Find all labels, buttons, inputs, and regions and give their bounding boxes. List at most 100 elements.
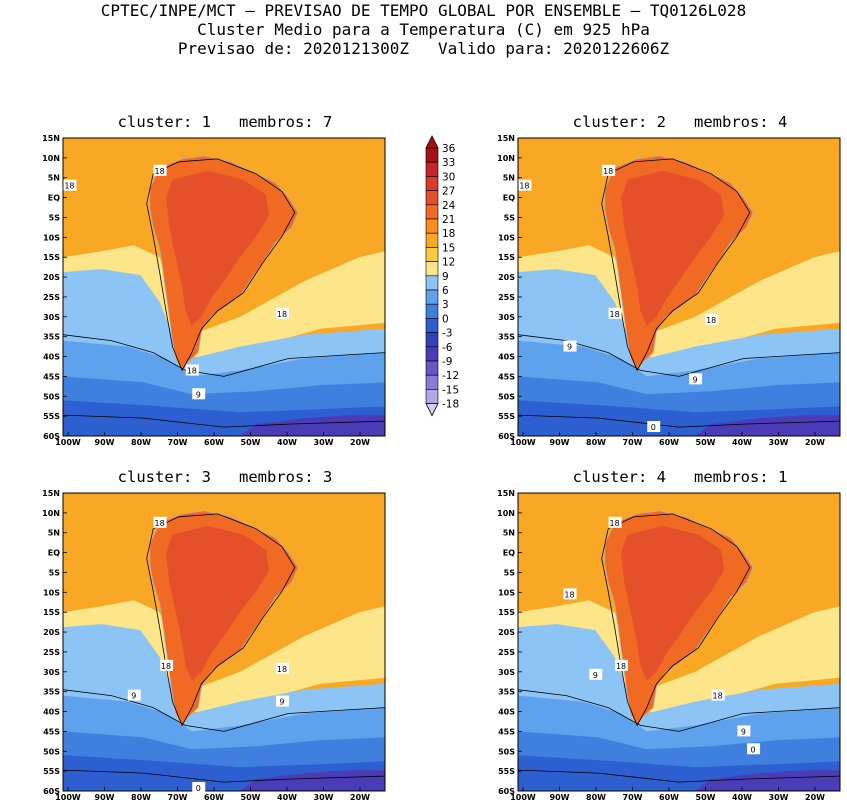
isotherm-9: [62, 689, 386, 732]
lon-label: 80W: [131, 793, 151, 802]
colorbar-label: 3: [442, 299, 449, 311]
coastline: [149, 155, 299, 372]
colorbar-swatch: [425, 303, 439, 319]
colorbar-swatch: [425, 190, 439, 206]
lat-label: 60S: [43, 787, 60, 796]
lat-label: 40S: [498, 353, 515, 362]
lon-label: 90W: [550, 793, 570, 802]
lat-label: 55S: [498, 412, 515, 421]
lat-label: 20S: [43, 628, 60, 637]
contour-label: 9: [567, 343, 572, 352]
colorbar-label: 12: [442, 257, 455, 269]
contour-label-bg: [127, 689, 141, 701]
map-frame: [517, 137, 841, 437]
contour-label-bg: [185, 364, 199, 376]
contour-label-bg: [747, 743, 761, 755]
lat-label: 10N: [497, 509, 515, 518]
lon-label: 100W: [510, 793, 536, 802]
contour-label-bg: [705, 313, 719, 325]
colorbar-label: 6: [442, 285, 449, 297]
colorbar-label: -15: [442, 384, 459, 396]
lon-label: 60W: [659, 438, 679, 447]
contour-label-bg: [615, 659, 629, 671]
lon-label: 40W: [277, 793, 297, 802]
contour-label-bg: [563, 340, 577, 352]
lat-label: 30S: [498, 668, 515, 677]
contour-label: 9: [741, 727, 746, 736]
coastline: [149, 510, 299, 727]
lat-label: 15S: [498, 608, 515, 617]
continent-hot-core: [166, 170, 270, 326]
isotherm-0: [517, 769, 841, 783]
colorbar-top-arrow: [425, 135, 439, 149]
lon-label: 70W: [168, 793, 188, 802]
colorbar-label: 30: [442, 171, 455, 183]
colorbar-label: -9: [442, 356, 452, 368]
contour-label: 18: [603, 167, 613, 176]
lat-label: 45S: [43, 727, 60, 736]
colorbar-swatch: [425, 360, 439, 376]
map-frame: [517, 492, 841, 792]
lat-label: EQ: [503, 549, 515, 558]
lat-label: 50S: [498, 392, 515, 401]
lon-label: 90W: [550, 438, 570, 447]
lat-label: 5N: [503, 174, 515, 183]
lat-label: 5S: [49, 213, 61, 222]
contour-label: 0: [751, 745, 756, 754]
lat-label: 5S: [504, 213, 516, 222]
contour-label-bg: [737, 725, 751, 737]
colorbar-swatch: [425, 204, 439, 220]
isotherm-18: [146, 513, 296, 727]
lat-label: 15N: [42, 489, 60, 498]
lat-label: 45S: [498, 372, 515, 381]
lon-label: 100W: [55, 793, 81, 802]
lon-label: 100W: [510, 438, 536, 447]
colorbar-swatch: [425, 247, 439, 262]
map-panel-1: 18 18 18 18 9 15N 10N 5N EQ 5S 10S 15S 20S 25S 30S 35S 4…: [42, 134, 386, 447]
lat-label: 30S: [43, 668, 60, 677]
lon-label: 60W: [204, 438, 224, 447]
contour-label: 18: [713, 692, 723, 701]
lat-label: 35S: [43, 333, 60, 342]
colorbar-swatch: [425, 218, 439, 234]
lat-label: 20S: [43, 273, 60, 282]
isotherm-9: [62, 334, 386, 377]
isotherm-18: [601, 513, 751, 727]
contour-label: 18: [277, 665, 287, 674]
lon-label: 90W: [95, 793, 115, 802]
lat-label: 25S: [498, 648, 515, 657]
contour-label-bg: [589, 668, 603, 680]
header-line-2: Cluster Medio para a Temperatura (C) em …: [197, 20, 650, 39]
coastline: [604, 510, 754, 727]
contour-label: 18: [616, 662, 626, 671]
colorbar-label: -18: [442, 399, 459, 411]
lat-label: 35S: [498, 333, 515, 342]
colorbar-swatch: [425, 161, 439, 177]
map-frame: [62, 137, 386, 437]
lat-label: 30S: [498, 313, 515, 322]
lon-label: 50W: [696, 438, 716, 447]
lat-label: 25S: [43, 648, 60, 657]
contour-label: 18: [155, 167, 165, 176]
lon-label: 30W: [314, 793, 334, 802]
contour-label: 9: [593, 671, 598, 680]
isotherm-0: [62, 414, 386, 428]
lon-label: 70W: [623, 438, 643, 447]
contour-label: 18: [564, 590, 574, 599]
colorbar-swatch: [425, 176, 439, 191]
lat-label: 50S: [43, 747, 60, 756]
contour-label-bg: [153, 164, 167, 176]
colorbar-label: -12: [442, 370, 459, 382]
contour-label: 0: [196, 784, 201, 793]
panel-4-title: cluster: 4 membros: 1: [572, 468, 788, 486]
lat-label: 15N: [42, 134, 60, 143]
contour-label: 9: [279, 698, 284, 707]
isotherm-18: [146, 158, 296, 372]
lat-label: 45S: [498, 727, 515, 736]
lon-label: 40W: [732, 793, 752, 802]
colorbar-label: 24: [442, 200, 456, 212]
lon-label: 80W: [586, 793, 606, 802]
colorbar-label: 27: [442, 186, 455, 198]
contour-label: 18: [161, 662, 171, 671]
